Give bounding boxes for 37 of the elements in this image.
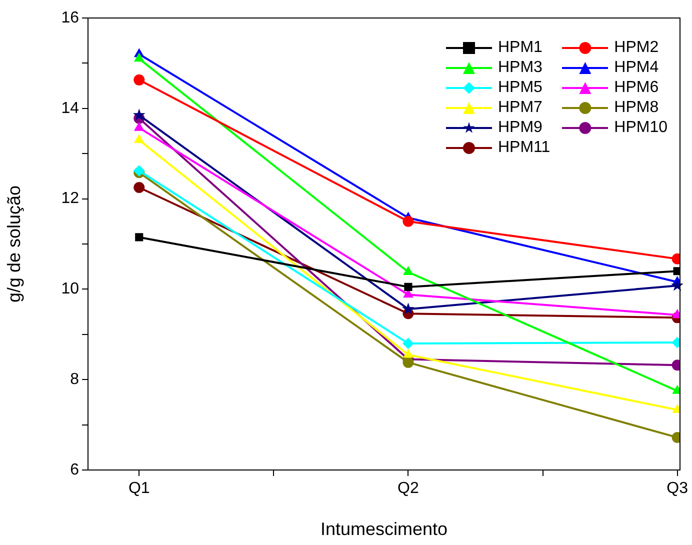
legend-label: HPM11 [498,139,550,157]
point [134,122,144,131]
point [402,338,414,349]
legend-label: HPM3 [498,59,542,77]
point [402,302,414,314]
legend-label: HPM6 [614,79,659,97]
y-tick-label: 8 [70,371,80,388]
y-tick-label: 12 [61,190,80,208]
point [134,182,145,193]
x-tick-label: Q3 [666,480,688,498]
point [402,356,414,368]
point [403,349,414,358]
y-tick-label: 14 [61,100,80,117]
legend-label: HPM10 [614,119,668,137]
x-tick-label: Q1 [128,480,150,498]
y-tick-label: 6 [70,461,80,478]
point [403,266,414,276]
point [673,267,680,276]
legend-label: HPM8 [614,99,659,117]
point [404,282,412,291]
point [134,74,145,86]
legend-label: HPM7 [498,99,542,117]
legend-label: HPM4 [614,59,659,77]
x-tick-label: Q2 [398,480,419,498]
point [132,108,146,120]
y-tick-label: 10 [61,280,80,298]
point [134,53,144,62]
y-axis-title: g/g de solução [4,185,24,303]
y-tick-label: 16 [61,9,80,26]
legend-label: HPM1 [498,39,542,57]
legend-label: HPM2 [614,39,659,57]
legend-label: HPM5 [498,79,542,97]
legend-label: HPM9 [498,119,542,137]
point [134,134,144,144]
x-axis-title: Intumescimento [320,519,448,540]
point [135,233,144,242]
point [402,216,414,227]
